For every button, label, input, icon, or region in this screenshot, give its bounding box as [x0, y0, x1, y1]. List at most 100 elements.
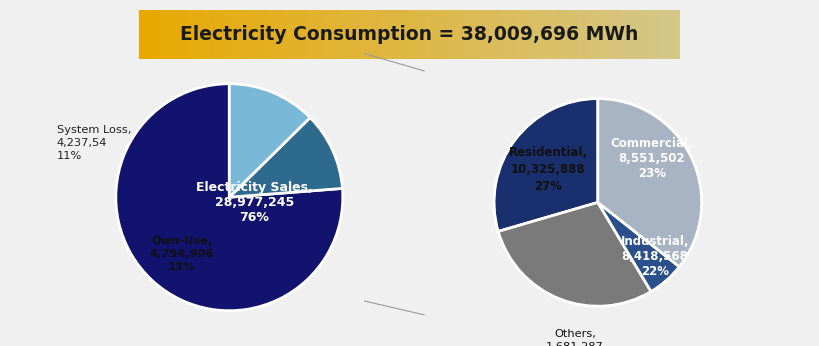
- Bar: [464, 10, 469, 59]
- Bar: [318, 10, 323, 59]
- Wedge shape: [498, 202, 651, 306]
- Bar: [393, 10, 399, 59]
- Bar: [626, 10, 631, 59]
- Text: Own-Use,
4,794,906
13%: Own-Use, 4,794,906 13%: [149, 236, 214, 272]
- Bar: [274, 10, 280, 59]
- Bar: [166, 10, 172, 59]
- Bar: [199, 10, 204, 59]
- Text: Commercial,
8,551,502
23%: Commercial, 8,551,502 23%: [611, 137, 693, 180]
- Bar: [226, 10, 231, 59]
- Bar: [237, 10, 242, 59]
- Bar: [328, 10, 334, 59]
- Bar: [653, 10, 658, 59]
- Bar: [474, 10, 480, 59]
- Bar: [599, 10, 604, 59]
- Bar: [518, 10, 523, 59]
- Bar: [399, 10, 404, 59]
- Bar: [366, 10, 372, 59]
- Wedge shape: [229, 84, 310, 197]
- Bar: [215, 10, 220, 59]
- Bar: [647, 10, 653, 59]
- Bar: [447, 10, 453, 59]
- Wedge shape: [598, 99, 702, 267]
- Bar: [280, 10, 285, 59]
- Bar: [669, 10, 674, 59]
- Bar: [620, 10, 626, 59]
- Bar: [231, 10, 237, 59]
- Bar: [469, 10, 474, 59]
- Bar: [631, 10, 636, 59]
- Bar: [188, 10, 193, 59]
- Bar: [609, 10, 615, 59]
- Bar: [636, 10, 642, 59]
- Bar: [258, 10, 264, 59]
- Bar: [264, 10, 269, 59]
- Bar: [480, 10, 485, 59]
- Bar: [431, 10, 437, 59]
- Bar: [253, 10, 258, 59]
- Bar: [545, 10, 550, 59]
- Bar: [572, 10, 577, 59]
- Bar: [615, 10, 620, 59]
- Bar: [334, 10, 339, 59]
- Bar: [210, 10, 215, 59]
- Bar: [442, 10, 447, 59]
- Bar: [528, 10, 534, 59]
- Bar: [404, 10, 410, 59]
- Bar: [485, 10, 491, 59]
- Bar: [496, 10, 501, 59]
- Bar: [161, 10, 166, 59]
- Bar: [674, 10, 680, 59]
- Bar: [491, 10, 496, 59]
- Bar: [382, 10, 388, 59]
- Bar: [145, 10, 150, 59]
- Bar: [501, 10, 507, 59]
- Bar: [550, 10, 555, 59]
- Text: Electricity Sales,
28,977,245
76%: Electricity Sales, 28,977,245 76%: [196, 181, 313, 225]
- Bar: [307, 10, 312, 59]
- Bar: [604, 10, 609, 59]
- Bar: [355, 10, 361, 59]
- Bar: [561, 10, 566, 59]
- Bar: [220, 10, 226, 59]
- Bar: [345, 10, 350, 59]
- Bar: [642, 10, 647, 59]
- Bar: [420, 10, 426, 59]
- Bar: [247, 10, 253, 59]
- Bar: [388, 10, 393, 59]
- Wedge shape: [115, 84, 343, 311]
- Bar: [172, 10, 177, 59]
- Bar: [426, 10, 431, 59]
- Bar: [539, 10, 545, 59]
- Bar: [139, 10, 145, 59]
- Bar: [377, 10, 382, 59]
- Bar: [193, 10, 199, 59]
- Text: Others,
1,681,287
4%: Others, 1,681,287 4%: [546, 329, 604, 346]
- Bar: [285, 10, 291, 59]
- Bar: [453, 10, 458, 59]
- Bar: [177, 10, 183, 59]
- Bar: [150, 10, 156, 59]
- Text: Residential,
10,325,888
27%: Residential, 10,325,888 27%: [509, 146, 587, 193]
- Text: Industrial,
8,418,568
22%: Industrial, 8,418,568 22%: [621, 235, 690, 278]
- Bar: [312, 10, 318, 59]
- Bar: [242, 10, 247, 59]
- Bar: [582, 10, 588, 59]
- Bar: [204, 10, 210, 59]
- Bar: [512, 10, 518, 59]
- Bar: [350, 10, 355, 59]
- Bar: [588, 10, 593, 59]
- Bar: [663, 10, 669, 59]
- Bar: [291, 10, 296, 59]
- Bar: [458, 10, 464, 59]
- Bar: [339, 10, 345, 59]
- Wedge shape: [598, 202, 679, 292]
- Bar: [577, 10, 582, 59]
- Text: Electricity Consumption = 38,009,696 MWh: Electricity Consumption = 38,009,696 MWh: [180, 25, 639, 44]
- Bar: [593, 10, 599, 59]
- Bar: [361, 10, 366, 59]
- Bar: [415, 10, 420, 59]
- Bar: [301, 10, 307, 59]
- Bar: [555, 10, 561, 59]
- Bar: [566, 10, 572, 59]
